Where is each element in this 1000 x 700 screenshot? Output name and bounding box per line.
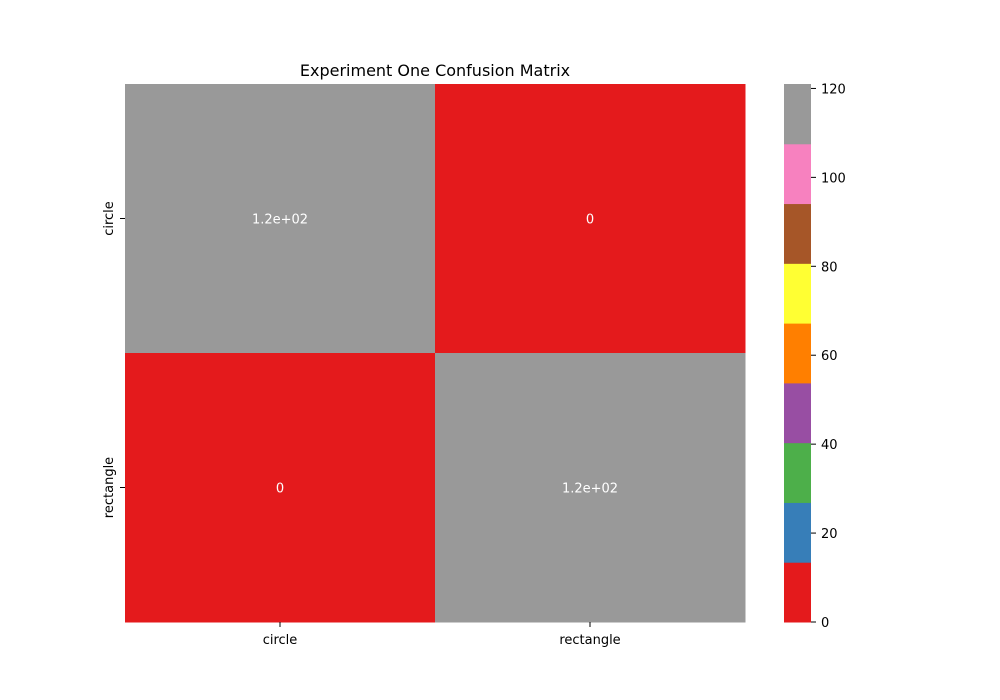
colorbar-segment [784,143,811,205]
cell-annotation: 0 [276,482,284,497]
y-tick-label: rectangle [102,457,117,518]
cell-annotations: 1.2e+02 0 0 1.2e+02 [252,213,618,497]
colorbar-segment [784,442,811,503]
y-axis: circle rectangle [102,201,125,518]
heatmap-cell [125,353,436,623]
y-tick-label: circle [102,201,117,236]
heatmap-cell [125,84,436,354]
x-axis: circle rectangle [263,622,621,648]
heatmap-grid [125,84,746,623]
colorbar-segment [784,203,811,264]
colorbar-tick-label: 80 [821,260,838,275]
heatmap-cell [435,84,746,354]
heatmap-cell [435,353,746,623]
colorbar-segment [784,502,811,563]
cell-annotation: 1.2e+02 [252,213,308,228]
colorbar-segment [784,84,811,145]
colorbar-axis: 0 20 40 60 80 100 120 [811,82,846,631]
colorbar-tick-label: 0 [821,616,829,631]
colorbar-tick-label: 100 [821,171,846,186]
chart-title: Experiment One Confusion Matrix [300,61,570,80]
colorbar-segment [784,562,811,623]
cell-annotation: 1.2e+02 [562,482,618,497]
colorbar-segment [784,323,811,384]
colorbar-segment [784,263,811,324]
colorbar-tick-label: 120 [821,82,846,97]
x-tick-label: circle [263,633,298,648]
colorbar-tick-label: 40 [821,438,838,453]
colorbar-tick-label: 20 [821,527,838,542]
colorbar-tick-label: 60 [821,349,838,364]
colorbar [784,84,811,623]
cell-annotation: 0 [586,213,594,228]
x-tick-label: rectangle [559,633,620,648]
colorbar-segment [784,382,811,444]
